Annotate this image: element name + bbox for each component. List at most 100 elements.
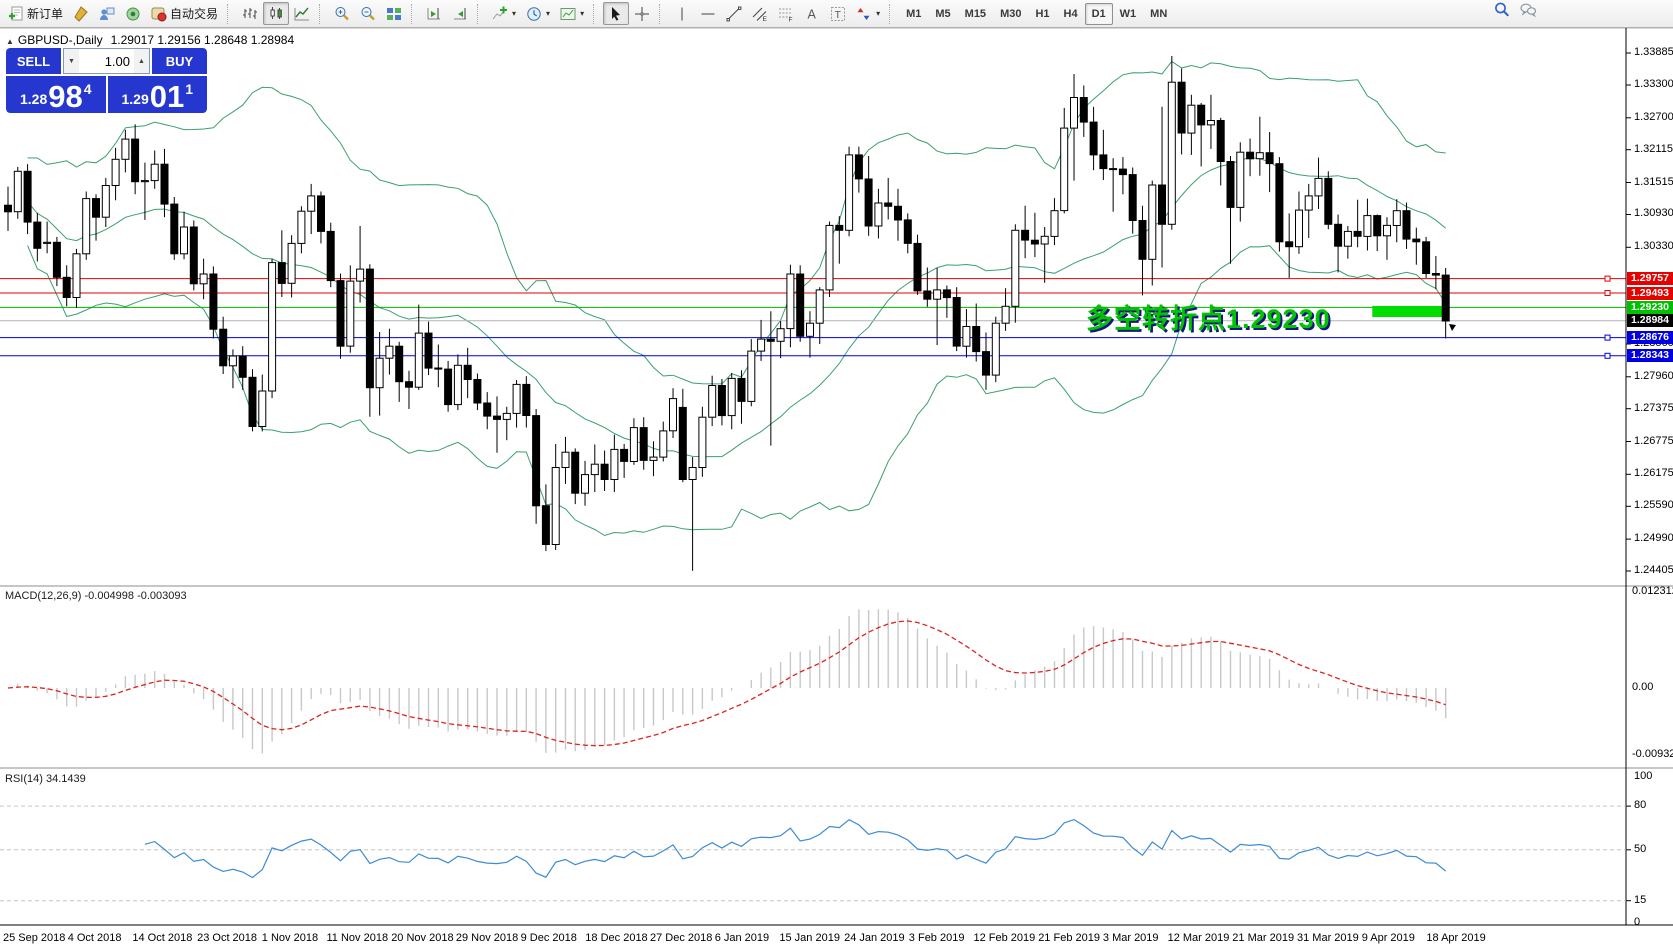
zoom-out-button[interactable]	[355, 2, 381, 25]
candle-body	[43, 241, 52, 244]
crosshair-button[interactable]	[629, 2, 655, 25]
timeframe-d1-button[interactable]: D1	[1084, 2, 1113, 25]
candle-body	[483, 402, 492, 417]
new-order-icon	[8, 6, 24, 22]
timeframe-w1-button[interactable]: W1	[1119, 7, 1137, 20]
timeframe-m15-button[interactable]: M15	[964, 7, 987, 20]
candle-body	[502, 412, 511, 420]
equidistant-channel-button[interactable]: E	[747, 2, 773, 25]
sell-price-pip: 4	[83, 81, 92, 97]
text-label-button[interactable]: T	[825, 2, 851, 25]
candle-body	[1255, 152, 1264, 160]
candle-body	[1412, 238, 1421, 243]
crosshair-icon	[634, 6, 650, 22]
volume-down-button[interactable]: ▼	[64, 49, 79, 73]
dropdown-arrow-icon[interactable]: ▾	[512, 9, 517, 18]
candle-body	[708, 385, 717, 418]
price-tick-label: 1.31515	[1634, 175, 1673, 188]
horizontal-line-button[interactable]	[695, 2, 721, 25]
templates-button[interactable]: ▾	[555, 2, 589, 25]
price-tick-label: 1.33885	[1634, 46, 1673, 58]
vertical-line-button[interactable]	[669, 2, 695, 25]
line-handle[interactable]	[1604, 275, 1611, 282]
bollinger-lower-band	[27, 245, 1447, 537]
timeframe-mn-button[interactable]: MN	[1150, 7, 1168, 20]
line-handle[interactable]	[1604, 352, 1611, 359]
candlestick-chart-button[interactable]	[263, 2, 290, 25]
line-chart-button[interactable]	[289, 2, 315, 25]
timeframe-m5-button[interactable]: M5	[935, 7, 951, 20]
candle-body	[444, 368, 453, 406]
dropdown-arrow-icon[interactable]: ▾	[580, 9, 585, 18]
periods-button[interactable]: ▾	[521, 2, 555, 25]
auto-trading-button[interactable]: 自动交易	[146, 2, 223, 25]
collapse-icon[interactable]: ▲	[6, 37, 14, 46]
text-button[interactable]: A	[799, 2, 825, 25]
date-label: 20 Nov 2018	[391, 932, 454, 944]
dropdown-arrow-icon[interactable]: ▾	[876, 9, 881, 18]
chat-icon[interactable]	[1520, 2, 1536, 18]
candle-body	[1353, 230, 1362, 237]
connection-button[interactable]	[120, 2, 146, 25]
candle-body	[571, 451, 580, 494]
arrows-button[interactable]: ▾	[851, 2, 885, 25]
candle-body	[23, 170, 32, 223]
candle-body	[1295, 209, 1303, 248]
indicators-button[interactable]: ▾	[487, 2, 521, 25]
new-order-button[interactable]: 新订单	[3, 2, 68, 25]
date-label: 25 Sep 2018	[3, 932, 66, 944]
timeframe-m30-button[interactable]: M30	[1000, 7, 1022, 20]
zoom-in-icon	[334, 6, 350, 22]
cursor-button[interactable]	[603, 2, 630, 25]
auto-scroll-button[interactable]	[421, 2, 447, 25]
candle-body	[678, 406, 687, 480]
strategy-tester-button[interactable]	[94, 2, 120, 25]
buy-price-big: 01	[149, 79, 185, 113]
volume-up-button[interactable]: ▲	[134, 49, 149, 73]
candle-body	[1441, 274, 1450, 322]
line-handle[interactable]	[1604, 290, 1611, 296]
price-tick-label: 1.24405	[1634, 564, 1673, 577]
styler-button[interactable]	[68, 2, 94, 25]
toolbar-separator	[477, 3, 484, 24]
buy-price[interactable]: 1.29 01 1	[107, 76, 207, 113]
template-icon	[560, 6, 576, 22]
candle-body	[991, 322, 1000, 376]
candle-body	[1128, 174, 1137, 222]
sell-price[interactable]: 1.28 98 4	[6, 76, 106, 113]
timeframe-h4-button[interactable]: H4	[1063, 7, 1078, 20]
search-icon[interactable]	[1494, 2, 1510, 18]
dropdown-arrow-icon[interactable]: ▾	[546, 9, 551, 18]
zoom-in-button[interactable]	[329, 2, 355, 25]
tile-windows-button[interactable]	[381, 2, 407, 25]
highlight-rectangle[interactable]	[1372, 306, 1450, 317]
sell-button[interactable]: SELL	[6, 48, 61, 74]
candle-body	[796, 273, 805, 337]
candle-body	[356, 268, 365, 282]
buy-price-small: 1.29	[121, 91, 149, 107]
buy-button[interactable]: BUY	[152, 48, 207, 74]
timeframe-h1-button[interactable]: H1	[1035, 7, 1050, 20]
trendline-button[interactable]	[721, 2, 747, 25]
date-label: 12 Feb 2019	[973, 932, 1036, 944]
candle-body	[1158, 184, 1166, 225]
fibonacci-retracement-button[interactable]: F	[773, 2, 799, 25]
candle-body	[561, 451, 570, 469]
chart-title: ▲ GBPUSD-,Daily 1.29017 1.29156 1.28648 1.…	[6, 33, 294, 47]
volume-input[interactable]	[79, 49, 134, 73]
volume-stepper: ▼ ▲	[63, 48, 150, 74]
tline-icon	[726, 6, 742, 22]
line-handle[interactable]	[1604, 334, 1611, 341]
candle-body	[453, 364, 462, 406]
candle-body	[131, 138, 140, 183]
candle-body	[1079, 97, 1088, 123]
toolbar-separator	[319, 3, 326, 24]
timeframe-m1-button[interactable]: M1	[906, 7, 922, 20]
chart-shift-button[interactable]	[447, 2, 473, 25]
candle-body	[532, 415, 541, 507]
autotrading-icon	[151, 6, 167, 22]
bar-chart-button[interactable]	[237, 2, 263, 25]
candle-body	[219, 328, 228, 367]
date-label: 21 Mar 2019	[1232, 932, 1295, 944]
